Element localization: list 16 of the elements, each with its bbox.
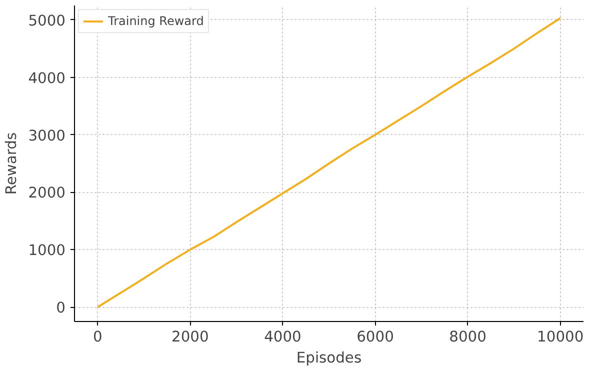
x-tick-label: 2000 <box>172 328 209 346</box>
x-tick-label: 10000 <box>537 328 584 346</box>
x-tick-label: 8000 <box>449 328 486 346</box>
y-tick-label: 1000 <box>28 242 66 260</box>
x-tick-label: 6000 <box>356 328 394 346</box>
y-tick-label: 2000 <box>28 184 66 202</box>
x-tick-label: 4000 <box>264 328 302 346</box>
y-tick-label: 3000 <box>28 127 66 144</box>
y-tick-label: 5000 <box>28 12 66 30</box>
legend-label: Training Reward <box>108 14 204 28</box>
y-tick-label: 0 <box>56 300 66 317</box>
x-axis-title: Episodes <box>296 350 362 366</box>
y-axis-title: Rewards <box>3 132 20 195</box>
y-tick-label: 4000 <box>28 70 66 87</box>
line-series <box>96 17 562 308</box>
x-tick-label: 0 <box>92 328 102 346</box>
